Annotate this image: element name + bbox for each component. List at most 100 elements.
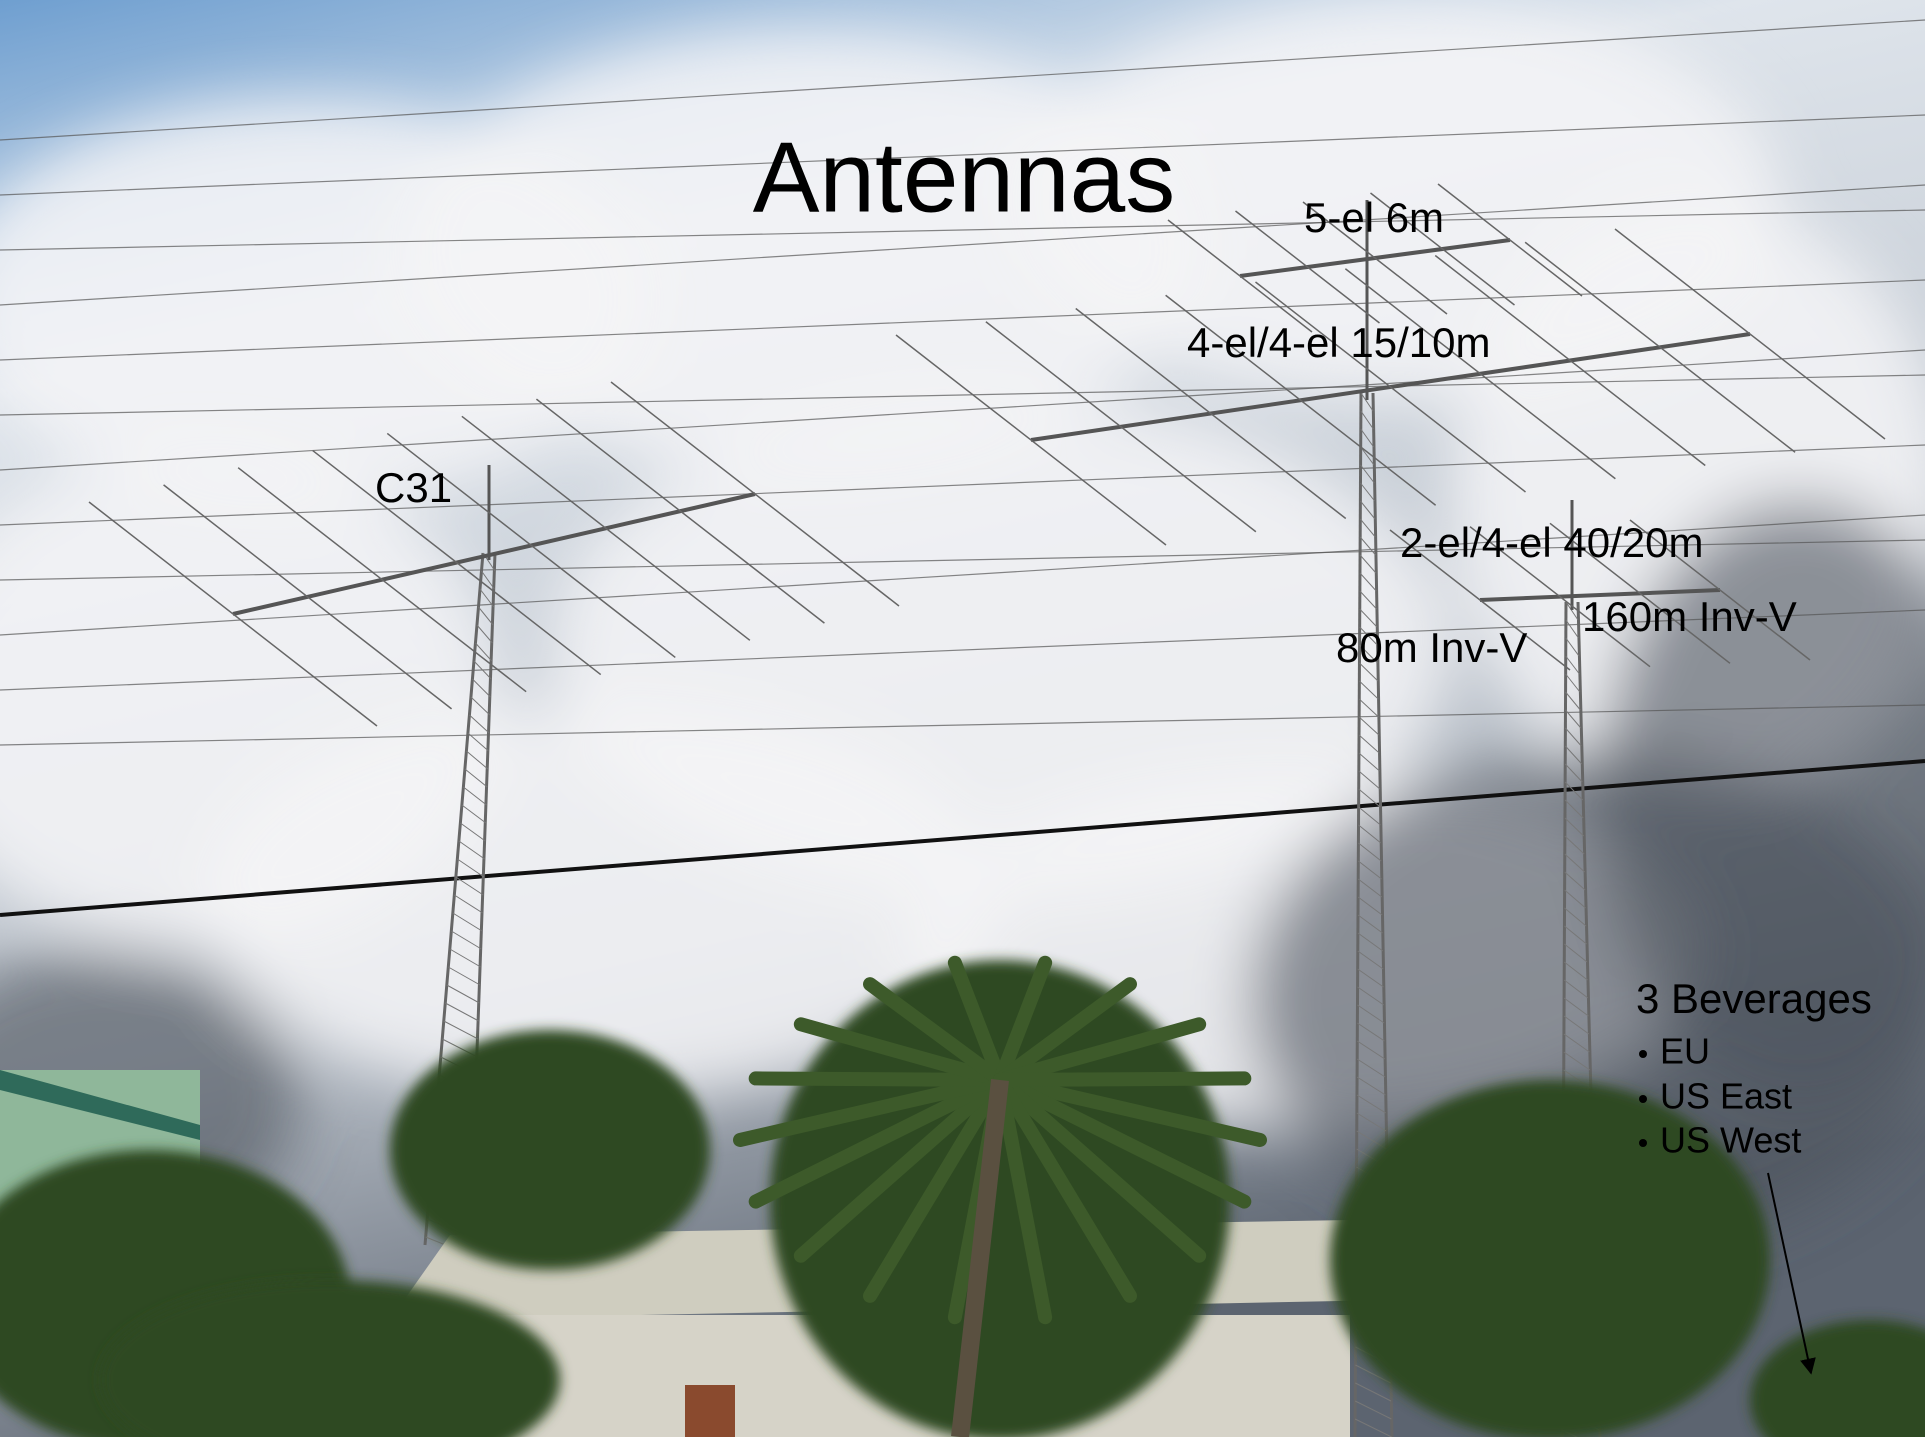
element: [386, 432, 676, 659]
tower-brace: [1357, 986, 1385, 1006]
element: [1434, 254, 1706, 467]
house-roof: [0, 1070, 200, 1140]
tower-brace: [1359, 662, 1379, 682]
element: [1167, 219, 1313, 333]
tower-brace: [1359, 590, 1377, 610]
palm-frond: [993, 955, 1053, 1087]
tower-brace: [1359, 572, 1377, 592]
list-item: US West: [1660, 1120, 1801, 1161]
tower-brace: [1356, 1058, 1386, 1078]
cloud: [400, 30, 1200, 470]
element: [1165, 294, 1437, 506]
tower-brace: [1563, 1051, 1591, 1071]
power-line: [0, 759, 1925, 917]
tower-brace: [1565, 727, 1582, 747]
tower-brace: [458, 840, 485, 860]
element: [237, 467, 527, 693]
door: [685, 1385, 735, 1437]
tower-brace: [1563, 997, 1589, 1017]
tower-brace: [1360, 428, 1375, 448]
element: [163, 484, 453, 710]
tower-brace: [1358, 734, 1380, 754]
tree: [1330, 1080, 1770, 1437]
tower-brace: [1563, 961, 1588, 981]
tower-brace: [461, 804, 487, 824]
antenna-label: 4-el/4-el 15/10m: [1187, 319, 1491, 366]
element: [1469, 526, 1651, 668]
palm-frond: [748, 1073, 1007, 1209]
tower-brace: [1357, 914, 1383, 934]
palm-frond: [793, 1017, 1007, 1087]
tower-brace: [448, 966, 481, 986]
tower-brace: [1565, 673, 1581, 693]
tower-brace: [1360, 482, 1376, 502]
tower-brace: [1358, 698, 1379, 718]
tower-brace: [470, 696, 491, 716]
wires: [0, 19, 1925, 917]
tower-brace: [464, 768, 488, 788]
tower-brace: [1358, 788, 1381, 808]
tower-brace: [1357, 932, 1384, 952]
tower-brace: [1354, 1418, 1392, 1437]
tower-brace: [472, 678, 491, 698]
antenna-label: 160m Inv-V: [1582, 593, 1797, 640]
palm-frond: [993, 977, 1137, 1087]
element: [88, 501, 378, 727]
tree: [390, 1030, 710, 1270]
wire: [0, 514, 1925, 636]
boom: [232, 492, 756, 616]
palm-frond: [993, 1073, 1207, 1263]
boom: [1479, 588, 1721, 602]
cloud: [200, 700, 1000, 1100]
palm-frond: [993, 1073, 1053, 1325]
tower-brace: [1356, 1076, 1386, 1096]
wire: [0, 19, 1925, 141]
tower-brace: [1564, 835, 1585, 855]
tower-brace: [469, 714, 490, 734]
tower-brace: [451, 930, 482, 950]
list-item: EU: [1660, 1031, 1710, 1072]
tower-brace: [1563, 1015, 1590, 1035]
tower-brace: [446, 984, 480, 1004]
tower-brace: [1563, 979, 1589, 999]
tower-brace: [1564, 799, 1584, 819]
palm-frond: [993, 1073, 1137, 1303]
tower-brace: [1354, 1400, 1392, 1420]
bullet: [1639, 1050, 1647, 1058]
palm-frond: [993, 1073, 1252, 1209]
tower-brace: [443, 1020, 479, 1040]
element: [610, 381, 900, 607]
tower-brace: [1564, 853, 1585, 873]
slide-title: Antennas: [753, 121, 1176, 233]
element: [1344, 268, 1616, 480]
tower-brace: [467, 732, 489, 752]
bullet: [1639, 1095, 1647, 1103]
tower-brace: [1563, 1033, 1590, 1053]
wire: [0, 374, 1925, 416]
tower-brace: [478, 606, 494, 626]
tower-brace: [1564, 889, 1586, 909]
tower-brace: [1360, 392, 1374, 412]
wire: [0, 539, 1925, 581]
tower-brace: [1564, 817, 1585, 837]
wire: [0, 444, 1925, 526]
list-item: US East: [1660, 1076, 1792, 1117]
tower-brace: [1357, 1022, 1385, 1042]
palm-frond: [863, 1073, 1007, 1303]
tower-brace: [1564, 943, 1588, 963]
tower-brace: [481, 570, 495, 590]
wire: [0, 279, 1925, 361]
antenna-label: 80m Inv-V: [1336, 624, 1527, 671]
tower-brace: [1565, 619, 1579, 639]
tower-brace: [1359, 626, 1378, 646]
tower-brace: [1565, 637, 1580, 657]
element: [1302, 201, 1448, 315]
tower-brace: [1565, 601, 1579, 621]
tower-brace: [1358, 770, 1381, 790]
element: [1437, 183, 1583, 297]
wire: [0, 349, 1925, 471]
tower-brace: [457, 858, 485, 878]
palm-frond: [748, 1071, 1007, 1087]
tower-brace: [1357, 968, 1384, 988]
